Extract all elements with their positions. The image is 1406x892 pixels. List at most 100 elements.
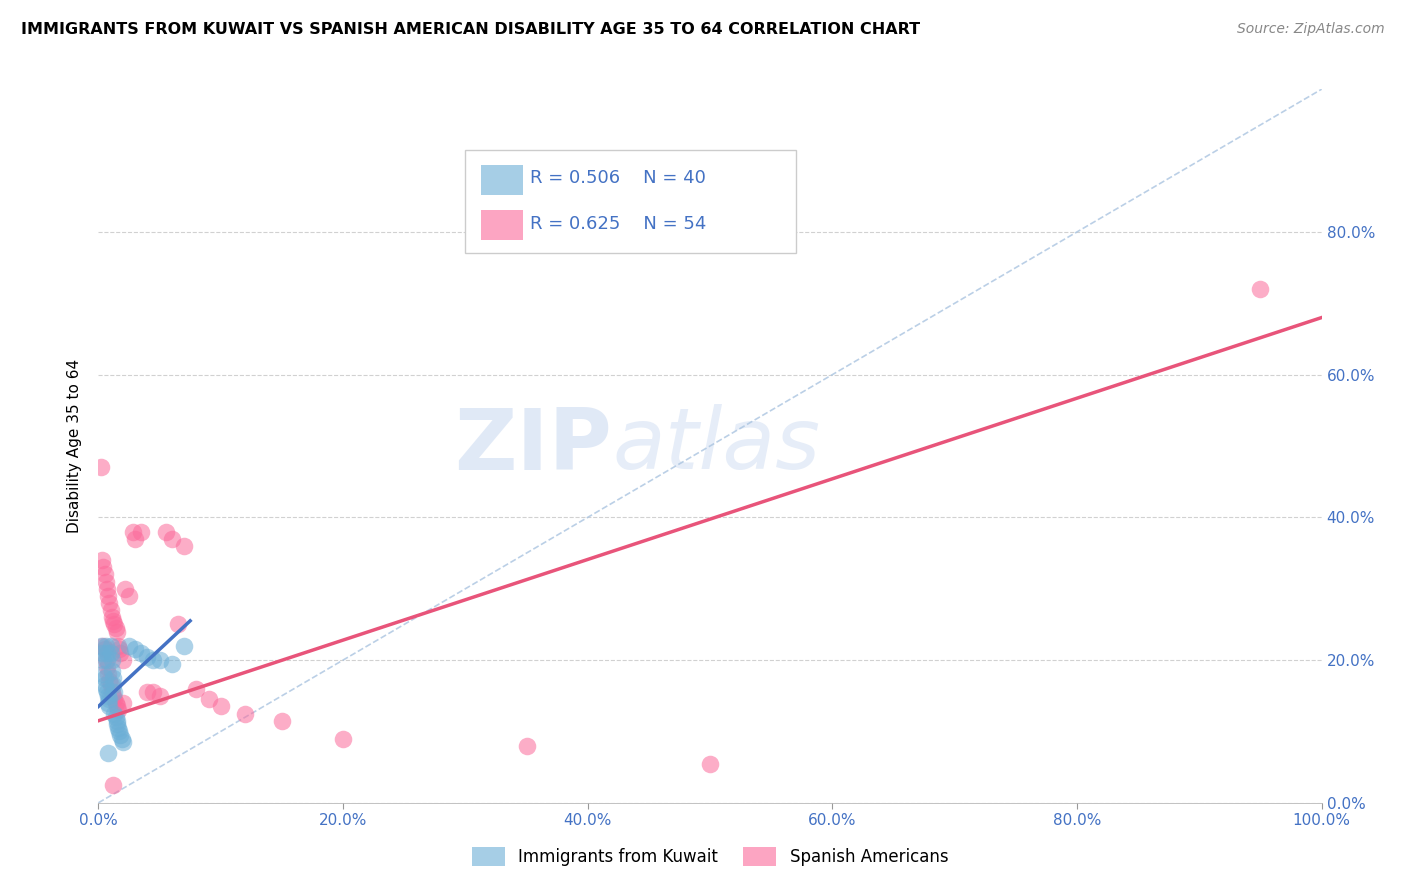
Point [111, 653, 134, 667]
Point [97, 667, 120, 681]
Point [96, 646, 118, 660]
Point [111, 735, 134, 749]
Point [91, 667, 114, 681]
Point [142, 685, 165, 699]
Point [94, 653, 117, 667]
Point [160, 657, 183, 671]
Point [160, 532, 183, 546]
Point [98, 699, 121, 714]
Point [118, 639, 141, 653]
FancyBboxPatch shape [481, 210, 523, 240]
Point [107, 639, 129, 653]
Point [91, 560, 114, 574]
Point [96, 660, 118, 674]
Point [149, 653, 172, 667]
Y-axis label: Disability Age 35 to 64: Disability Age 35 to 64 [67, 359, 83, 533]
FancyBboxPatch shape [465, 150, 796, 253]
Point [100, 646, 122, 660]
Point [101, 671, 124, 685]
Point [110, 646, 132, 660]
Point [142, 653, 165, 667]
Point [105, 624, 128, 639]
Point [100, 603, 122, 617]
Point [94, 639, 117, 653]
Point [107, 703, 129, 717]
Point [101, 678, 124, 692]
Point [96, 685, 118, 699]
Point [98, 692, 121, 706]
Point [91, 639, 114, 653]
Point [233, 706, 256, 721]
Point [98, 596, 121, 610]
Point [129, 524, 152, 539]
Text: ZIP: ZIP [454, 404, 612, 488]
Point [699, 756, 721, 771]
Point [90, 639, 112, 653]
Point [97, 589, 120, 603]
Point [97, 746, 120, 760]
Point [91, 553, 114, 567]
Point [136, 649, 159, 664]
Point [104, 710, 127, 724]
Point [121, 524, 143, 539]
Point [209, 699, 232, 714]
Point [114, 582, 136, 596]
Point [96, 582, 118, 596]
Point [90, 460, 112, 475]
Point [103, 692, 125, 706]
Point [105, 714, 128, 728]
FancyBboxPatch shape [481, 165, 523, 194]
Text: atlas: atlas [612, 404, 820, 488]
Point [173, 539, 195, 553]
Point [186, 681, 208, 696]
Point [103, 617, 125, 632]
Point [100, 678, 122, 692]
Text: R = 0.506    N = 40: R = 0.506 N = 40 [530, 169, 706, 187]
Point [1249, 282, 1271, 296]
Point [101, 664, 124, 678]
Point [107, 721, 129, 735]
Text: Source: ZipAtlas.com: Source: ZipAtlas.com [1237, 22, 1385, 37]
Point [124, 642, 146, 657]
Point [104, 621, 127, 635]
Point [101, 610, 124, 624]
Point [101, 778, 124, 792]
Point [96, 653, 118, 667]
Point [173, 639, 195, 653]
Point [515, 739, 537, 753]
Point [103, 685, 125, 699]
Point [129, 646, 152, 660]
Point [100, 639, 122, 653]
Point [93, 567, 115, 582]
Point [91, 653, 114, 667]
Point [105, 699, 128, 714]
Point [124, 532, 146, 546]
Text: R = 0.625    N = 54: R = 0.625 N = 54 [530, 215, 707, 233]
Point [155, 524, 177, 539]
Point [103, 706, 125, 721]
Point [101, 685, 124, 699]
Legend: Immigrants from Kuwait, Spanish Americans: Immigrants from Kuwait, Spanish American… [465, 840, 955, 873]
Point [197, 692, 219, 706]
Point [105, 717, 128, 731]
Point [118, 589, 141, 603]
Point [97, 689, 120, 703]
Point [94, 574, 117, 589]
Point [104, 696, 127, 710]
Point [108, 724, 131, 739]
Point [101, 653, 124, 667]
Point [94, 681, 117, 696]
Point [332, 731, 354, 746]
Point [97, 696, 120, 710]
Point [93, 678, 115, 692]
Point [136, 685, 159, 699]
Point [101, 614, 124, 628]
Point [111, 731, 134, 746]
Text: IMMIGRANTS FROM KUWAIT VS SPANISH AMERICAN DISABILITY AGE 35 TO 64 CORRELATION C: IMMIGRANTS FROM KUWAIT VS SPANISH AMERIC… [21, 22, 920, 37]
Point [101, 689, 124, 703]
Point [110, 728, 132, 742]
Point [111, 696, 134, 710]
Point [270, 714, 294, 728]
Point [91, 646, 114, 660]
Point [167, 617, 190, 632]
